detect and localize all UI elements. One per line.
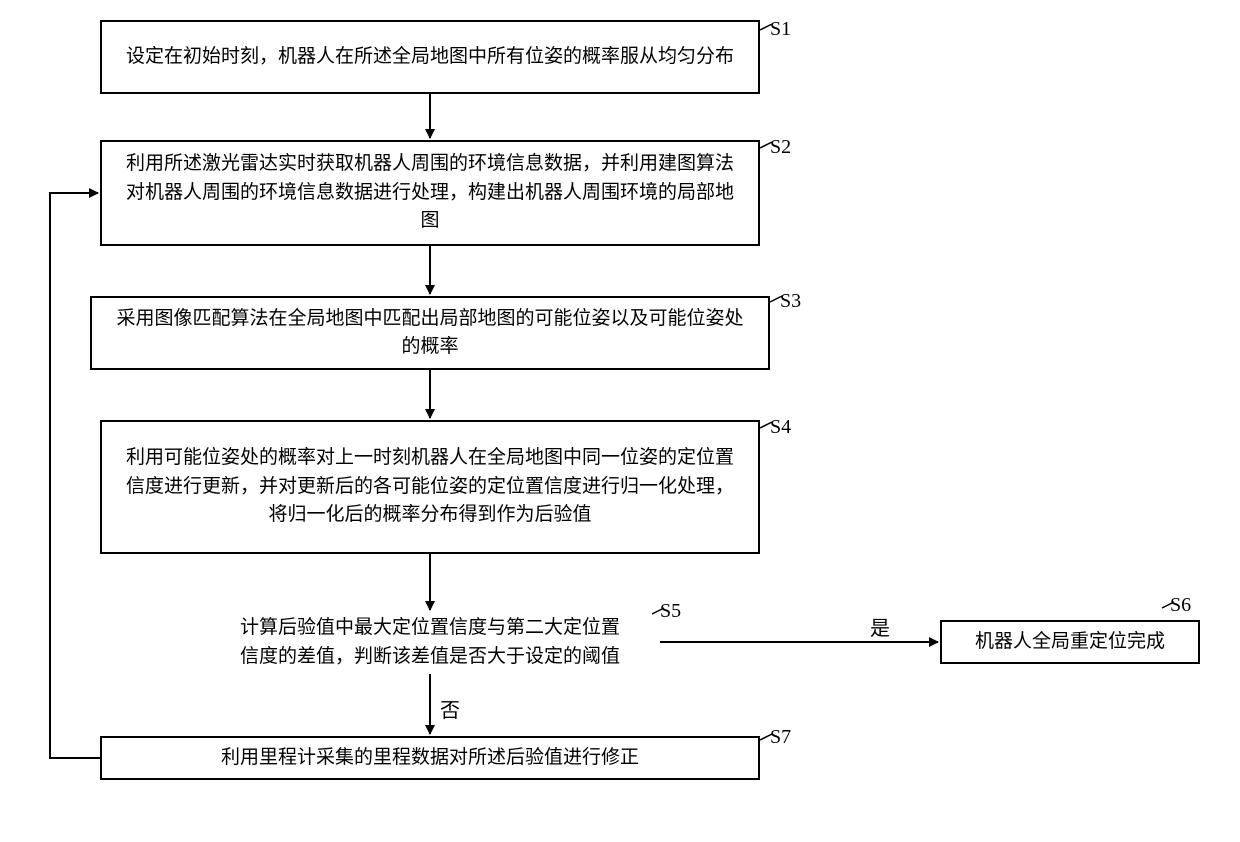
step-label-s5: S5 xyxy=(660,600,681,623)
node-text: 机器人全局重定位完成 xyxy=(975,628,1165,657)
flow-node-s4: 利用可能位姿处的概率对上一时刻机器人在全局地图中同一位姿的定位置信度进行更新，并… xyxy=(100,420,760,554)
step-label-s6: S6 xyxy=(1170,594,1191,617)
flow-node-s3: 采用图像匹配算法在全局地图中匹配出局部地图的可能位姿以及可能位姿处的概率 xyxy=(90,296,770,370)
node-text: 利用可能位姿处的概率对上一时刻机器人在全局地图中同一位姿的定位置信度进行更新，并… xyxy=(120,444,740,530)
flow-decision-s5: 计算后验值中最大定位置信度与第二大定位置 信度的差值，判断该差值是否大于设定的阈… xyxy=(200,614,660,671)
flow-node-s7: 利用里程计采集的里程数据对所述后验值进行修正 xyxy=(100,736,760,780)
flow-node-s1: 设定在初始时刻，机器人在所述全局地图中所有位姿的概率服从均匀分布 xyxy=(100,20,760,94)
flow-node-s2: 利用所述激光雷达实时获取机器人周围的环境信息数据，并利用建图算法对机器人周围的环… xyxy=(100,140,760,246)
node-text: 利用里程计采集的里程数据对所述后验值进行修正 xyxy=(221,744,639,773)
step-label-s1: S1 xyxy=(770,18,791,41)
decision-text-line2: 信度的差值，判断该差值是否大于设定的阈值 xyxy=(240,646,620,667)
step-label-s4: S4 xyxy=(770,416,791,439)
decision-text-line1: 计算后验值中最大定位置信度与第二大定位置 xyxy=(240,617,620,638)
flow-node-s6: 机器人全局重定位完成 xyxy=(940,620,1200,664)
step-label-s7: S7 xyxy=(770,726,791,749)
node-text: 利用所述激光雷达实时获取机器人周围的环境信息数据，并利用建图算法对机器人周围的环… xyxy=(120,150,740,236)
node-text: 设定在初始时刻，机器人在所述全局地图中所有位姿的概率服从均匀分布 xyxy=(126,43,734,72)
edge-label-no: 否 xyxy=(440,694,460,723)
step-label-s2: S2 xyxy=(770,136,791,159)
node-text: 采用图像匹配算法在全局地图中匹配出局部地图的可能位姿以及可能位姿处的概率 xyxy=(110,305,750,362)
step-label-s3: S3 xyxy=(780,290,801,313)
edge-label-yes: 是 xyxy=(870,612,890,641)
